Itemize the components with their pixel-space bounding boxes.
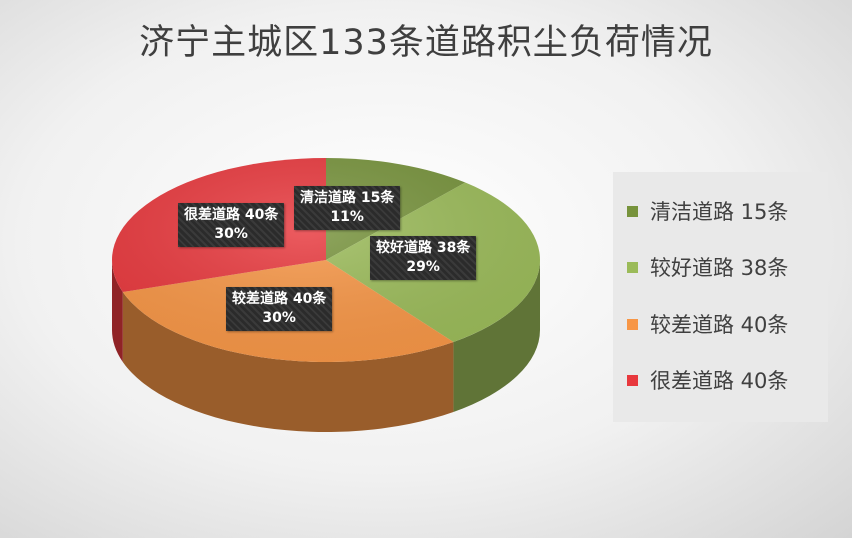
data-label-good-percent: 29% (406, 259, 440, 275)
legend-label-very-poor: 很差道路 40条 (650, 369, 789, 393)
legend-swatch-very-poor (627, 374, 638, 386)
data-label-very-poor-percent: 30% (214, 226, 248, 242)
legend-label-poor: 较差道路 40条 (650, 313, 789, 337)
chart-title: 济宁主城区133条道路积尘负荷情况 (139, 23, 713, 63)
data-label-very-poor: 很差道路 40条 30% (178, 203, 285, 247)
legend: 清洁道路 15条 较好道路 38条 较差道路 40条 很差道路 40条 (613, 172, 828, 422)
data-label-very-poor-name: 很差道路 40条 (184, 207, 279, 223)
legend-item-very-poor: 很差道路 40条 (627, 365, 788, 395)
legend-item-clean: 清洁道路 15条 (627, 196, 788, 226)
data-label-good: 较好道路 38条 29% (370, 236, 477, 280)
legend-label-good: 较好道路 38条 (650, 256, 789, 280)
legend-item-poor: 较差道路 40条 (627, 309, 788, 339)
pie-side-poor (122, 291, 454, 432)
legend-swatch-clean (627, 205, 638, 217)
legend-swatch-poor (627, 318, 638, 330)
data-label-clean: 清洁道路 15条 11% (294, 186, 401, 230)
legend-label-clean: 清洁道路 15条 (650, 200, 789, 224)
pie-side-very-poor (112, 260, 123, 362)
pie-side-good (453, 260, 540, 412)
legend-item-good: 较好道路 38条 (627, 252, 788, 282)
data-label-good-name: 较好道路 38条 (376, 240, 471, 256)
data-label-poor: 较差道路 40条 30% (226, 287, 333, 331)
data-label-clean-name: 清洁道路 15条 (300, 190, 395, 206)
data-label-poor-name: 较差道路 40条 (232, 291, 327, 307)
legend-swatch-good (627, 261, 638, 273)
data-label-poor-percent: 30% (262, 310, 296, 326)
data-label-clean-percent: 11% (330, 209, 364, 225)
